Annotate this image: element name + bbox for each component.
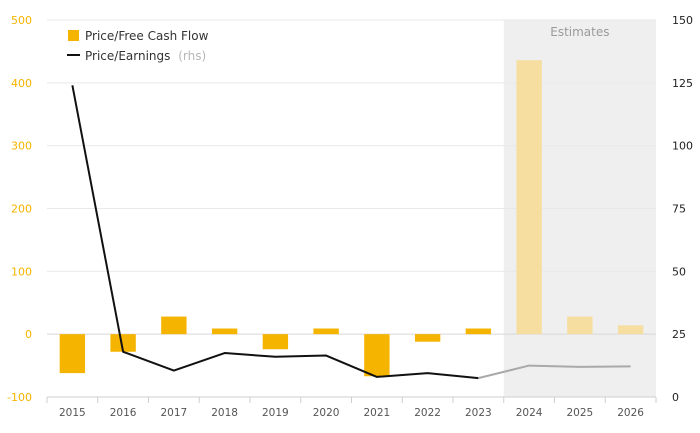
bar-2016 <box>110 334 136 352</box>
right-axis-tick-label: 0 <box>672 391 679 404</box>
line-actual <box>71 85 479 380</box>
legend: Price/Free Cash Flow Price/Earnings (rhs… <box>67 29 209 63</box>
bar-2021 <box>364 334 390 377</box>
right-axis-tick-label: 50 <box>672 265 686 278</box>
legend-label-price-fcf: Price/Free Cash Flow <box>85 29 209 43</box>
left-axis-tick-label: 300 <box>11 140 32 153</box>
left-axis-tick-label: 400 <box>11 77 32 90</box>
bar-2026 <box>617 325 644 335</box>
bar-2024 <box>516 60 542 335</box>
bar-2019 <box>262 334 289 350</box>
x-axis-tick-label: 2025 <box>567 407 594 419</box>
legend-swatch-price-fcf <box>68 30 79 41</box>
bar-2018 <box>211 328 238 335</box>
bar-2022 <box>414 334 441 342</box>
bar-2020 <box>313 328 339 335</box>
legend-label-price-earnings: Price/Earnings (rhs) <box>85 49 206 63</box>
x-axis-tick-label: 2021 <box>364 407 391 419</box>
left-axis-tick-label: -100 <box>7 391 32 404</box>
right-axis-tick-label: 100 <box>672 140 693 153</box>
bar-series-price-fcf <box>59 60 644 377</box>
left-axis-tick-label: 0 <box>25 328 32 341</box>
x-axis-tick-label: 2026 <box>617 407 644 419</box>
x-axis-tick-label: 2023 <box>465 407 492 419</box>
bar-2023 <box>465 328 492 335</box>
right-axis-tick-label: 75 <box>672 203 686 216</box>
bar-2015 <box>59 334 86 374</box>
left-axis-tick-label: 100 <box>11 265 32 278</box>
x-axis-tick-label: 2019 <box>262 407 289 419</box>
left-axis: -100 0 100 200 300 400 500 <box>7 14 32 404</box>
line-estimate <box>478 364 631 380</box>
bar-2025 <box>567 316 593 335</box>
x-axis-tick-label: 2015 <box>59 407 86 419</box>
left-axis-tick-label: 200 <box>11 203 32 216</box>
x-axis-tick-label: 2016 <box>110 407 137 419</box>
right-axis: 0 25 50 75 100 125 150 <box>672 14 693 404</box>
x-axis-tick-label: 2022 <box>414 407 441 419</box>
line-series-price-earnings <box>71 85 631 380</box>
right-axis-tick-label: 150 <box>672 14 693 27</box>
left-axis-tick-label: 500 <box>11 14 32 27</box>
bar-2017 <box>161 316 187 335</box>
x-axis-tick-label: 2017 <box>161 407 188 419</box>
estimates-label: Estimates <box>550 25 609 39</box>
x-axis: 2015 2016 2017 2018 2019 2020 2021 2022 2023 2024… <box>46 397 657 419</box>
x-axis-tick-label: 2024 <box>516 407 543 419</box>
right-axis-tick-label: 125 <box>672 77 693 90</box>
legend-note-rhs: (rhs) <box>178 49 206 63</box>
x-axis-tick-label: 2020 <box>313 407 340 419</box>
legend-label-price-earnings-name: Price/Earnings <box>85 49 170 63</box>
x-axis-tick-label: 2018 <box>211 407 238 419</box>
right-axis-tick-label: 25 <box>672 328 686 341</box>
